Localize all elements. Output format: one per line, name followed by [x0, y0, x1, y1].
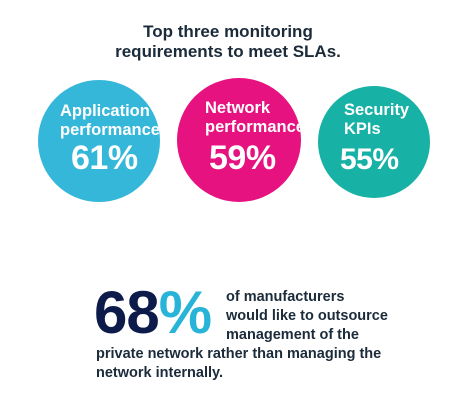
bubble-application-performance: Application performance 61% [38, 80, 160, 202]
bubble-label-line: Network [205, 99, 271, 117]
bubble-value: 59% [209, 139, 276, 177]
stat-text-line: of manufacturers [226, 289, 345, 305]
stat-big-number: 68% [94, 283, 212, 343]
stat-text-line: private network rather than managing the [96, 346, 382, 362]
bubble-label: Security KPIs [344, 101, 409, 139]
bubble-label-line: Application [60, 102, 150, 120]
bubble-security-kpis: Security KPIs 55% [318, 86, 430, 198]
bubble-label-line: KPIs [344, 120, 381, 138]
stat-text-line: would like to outsource [226, 308, 388, 324]
chart-title-line-1: Top three monitoring [143, 22, 313, 41]
bubble-label-line: Security [344, 101, 410, 119]
bubble-label: Application performance [60, 102, 160, 140]
stat-text-line: network internally. [96, 365, 224, 381]
bubble-value: 61% [71, 139, 138, 177]
stat-text-line: management of the [226, 327, 359, 343]
bubble-label: Network performance [205, 99, 301, 137]
stat-number: 68 [94, 279, 160, 346]
bubble-network-performance: Network performance 59% [177, 78, 301, 202]
chart-title: Top three monitoring requirements to mee… [0, 22, 456, 62]
stat-percent-sign: % [158, 279, 212, 346]
chart-title-line-2: requirements to meet SLAs. [115, 42, 341, 61]
bubble-label-line: performance [60, 121, 160, 139]
bubble-label-line: performance [205, 118, 301, 136]
bubble-value: 55% [340, 143, 399, 176]
